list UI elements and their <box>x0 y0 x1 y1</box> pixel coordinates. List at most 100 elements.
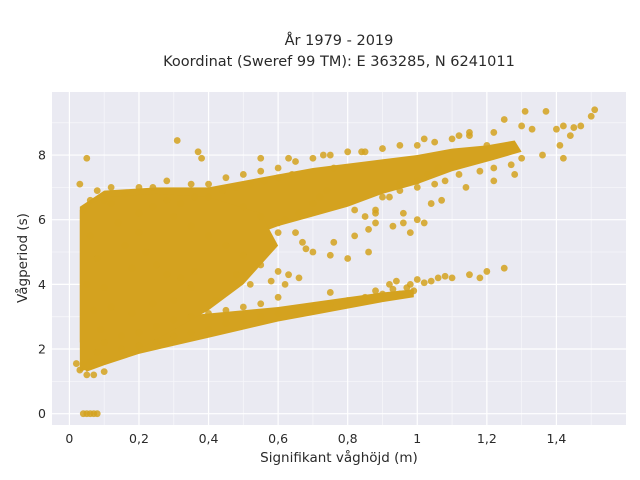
scatter-point <box>323 187 331 195</box>
scatter-point <box>79 361 87 369</box>
scatter-point <box>274 310 282 317</box>
y-tick-label: 4 <box>38 277 46 292</box>
scatter-point <box>393 277 400 285</box>
dense-cloud-upper <box>79 140 522 343</box>
scatter-point <box>239 251 247 259</box>
scatter-point <box>344 297 352 304</box>
scatter-point <box>427 200 435 207</box>
scatter-point <box>173 137 181 144</box>
scatter-point <box>194 148 202 156</box>
scatter-point <box>170 316 178 324</box>
scatter-point <box>114 219 122 227</box>
scatter-point <box>135 209 143 217</box>
scatter-point <box>257 154 265 162</box>
scatter-point <box>344 148 352 156</box>
scatter-point <box>427 277 435 285</box>
scatter-point <box>372 209 379 217</box>
scatter-point <box>420 135 428 143</box>
scatter-point <box>591 106 599 114</box>
scatter-point <box>396 180 404 188</box>
scatter-point <box>379 193 386 201</box>
scatter-point <box>309 248 317 256</box>
scatter-point <box>521 107 529 115</box>
scatter-point <box>205 193 212 201</box>
scatter-point <box>351 232 359 240</box>
scatter-point <box>507 161 515 169</box>
scatter-point <box>490 164 498 172</box>
scatter-point <box>448 274 456 282</box>
scatter-point <box>281 216 289 224</box>
scatter-point <box>553 125 560 133</box>
scatter-point <box>135 342 143 350</box>
scatter-point <box>330 164 338 172</box>
scatter-point <box>570 124 578 131</box>
scatter-point <box>292 229 299 237</box>
y-tick-label: 0 <box>38 406 46 421</box>
scatter-point <box>326 151 334 159</box>
scatter-point <box>309 303 317 311</box>
scatter-point <box>274 268 282 275</box>
scatter-point <box>431 180 439 188</box>
scatter-point <box>257 167 265 175</box>
scatter-point <box>455 132 463 140</box>
scatter-point <box>441 272 449 280</box>
scatter-point <box>170 332 178 340</box>
scatter-point <box>257 213 265 220</box>
x-tick-label: 0,4 <box>199 431 219 446</box>
scatter-point <box>466 271 473 279</box>
scatter-point <box>205 310 212 317</box>
x-tick-label: 0 <box>65 431 73 446</box>
scatter-point <box>403 284 411 291</box>
scatter-point <box>76 366 84 374</box>
scatter-point <box>152 322 160 330</box>
scatter-point <box>399 209 407 217</box>
scatter-point <box>441 177 449 185</box>
scatter-point <box>222 319 230 327</box>
scatter-point <box>326 251 334 259</box>
scatter-point <box>587 112 595 120</box>
scatter-point <box>281 280 289 288</box>
x-tick-label: 1,4 <box>546 431 566 446</box>
y-axis-label: Vågperiod (s) <box>14 213 31 303</box>
x-tick-label: 1 <box>413 431 421 446</box>
scatter-point <box>389 285 397 293</box>
scatter-point <box>83 154 91 162</box>
scatter-point <box>528 125 536 133</box>
x-tick-label: 0,6 <box>268 431 288 446</box>
scatter-point <box>559 154 567 162</box>
scatter-point <box>274 174 282 182</box>
scatter-point <box>295 274 303 282</box>
scatter-point <box>222 306 230 314</box>
scatter-point <box>93 187 101 195</box>
scatter-point <box>100 368 108 376</box>
scatter-point <box>500 116 508 123</box>
scatter-point <box>257 300 265 308</box>
scatter-point <box>396 141 404 149</box>
scatter-point <box>292 306 299 314</box>
scatter-point <box>365 248 372 256</box>
scatter-point <box>448 158 456 165</box>
scatter-point <box>191 193 199 201</box>
scatter-point <box>285 154 292 162</box>
scatter-point <box>257 313 265 321</box>
x-axis-label: Signifikant våghöjd (m) <box>260 449 418 466</box>
scatter-point <box>438 196 446 204</box>
scatter-point <box>476 167 484 175</box>
dense-cloud-core <box>79 193 279 372</box>
scatter-point <box>559 122 567 130</box>
scatter-point <box>386 193 393 201</box>
scatter-point <box>361 213 369 220</box>
scatter-point <box>170 213 178 220</box>
scatter-point <box>219 187 226 195</box>
y-tick-label: 2 <box>38 342 46 357</box>
scatter-point <box>118 332 125 340</box>
scatter-point <box>135 183 143 191</box>
scatter-point <box>79 206 87 214</box>
scatter-point <box>372 287 379 295</box>
scatter-point <box>100 284 108 291</box>
scatter-point <box>462 183 470 191</box>
scatter-point <box>187 284 195 291</box>
scatter-point <box>330 238 338 246</box>
scatter-point <box>100 196 108 204</box>
scatter-point <box>542 107 550 115</box>
